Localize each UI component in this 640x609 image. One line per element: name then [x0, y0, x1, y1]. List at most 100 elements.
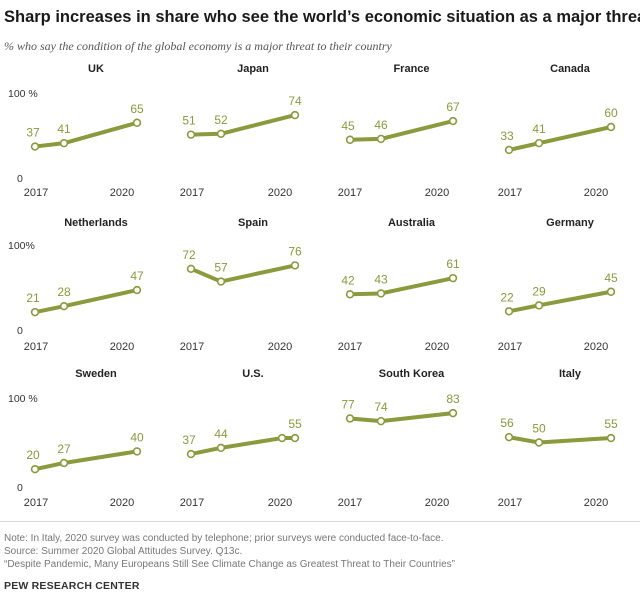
- data-point: [30, 142, 40, 151]
- data-point: [132, 285, 142, 295]
- x-tick-label: 2020: [584, 497, 608, 509]
- series-line: [349, 119, 454, 142]
- data-label: 44: [214, 427, 228, 441]
- data-point: [448, 408, 458, 418]
- data-point: [132, 118, 142, 127]
- data-point: [216, 129, 226, 139]
- x-tick-label: 2017: [180, 497, 204, 509]
- x-tick-label: 2020: [584, 341, 608, 353]
- data-point: [59, 302, 69, 311]
- data-label: 61: [446, 257, 460, 271]
- series-line: [190, 113, 296, 137]
- x-tick-label: 2017: [338, 497, 362, 509]
- series-line: [190, 263, 296, 284]
- series-line: [508, 125, 612, 152]
- data-label: 74: [374, 400, 388, 414]
- x-tick-label: 2017: [180, 341, 204, 353]
- footer-report-title: “Despite Pandemic, Many Europeans Still …: [4, 559, 455, 570]
- series-line: [508, 435, 612, 445]
- data-point: [290, 261, 300, 270]
- panel-title: U.S.: [242, 368, 263, 380]
- data-label: 37: [182, 433, 196, 447]
- series-line: [349, 411, 454, 424]
- x-tick-label: 2017: [338, 187, 362, 199]
- x-tick-label: 2017: [498, 497, 522, 509]
- data-label: 40: [130, 430, 144, 444]
- y-tick-label: 0: [17, 482, 23, 494]
- data-label: 77: [341, 397, 355, 411]
- y-tick-label: 100%: [8, 240, 35, 252]
- data-label: 47: [130, 269, 144, 283]
- data-label: 83: [446, 392, 460, 406]
- series-line: [34, 120, 138, 149]
- data-label: 27: [57, 442, 71, 456]
- series-line: [34, 288, 138, 315]
- panel-title: Germany: [546, 217, 595, 229]
- panel-title: Netherlands: [64, 217, 128, 229]
- data-point: [186, 449, 196, 459]
- data-label: 43: [374, 272, 388, 286]
- data-point: [448, 273, 458, 283]
- panel-title: UK: [88, 63, 104, 75]
- series-line: [190, 436, 295, 457]
- data-point: [132, 447, 142, 456]
- brand-logo-text: PEW RESEARCH CENTER: [4, 580, 140, 592]
- data-point: [186, 130, 196, 139]
- x-tick-label: 2017: [24, 341, 48, 353]
- data-point: [606, 287, 616, 296]
- footer-source: Source: Summer 2020 Global Attitudes Sur…: [4, 546, 243, 557]
- data-label: 65: [130, 102, 144, 116]
- data-label: 45: [341, 119, 355, 133]
- data-label: 50: [532, 422, 546, 436]
- chart-subtitle: % who say the condition of the global ec…: [4, 39, 392, 53]
- data-label: 56: [500, 416, 514, 430]
- y-tick-label: 100 %: [8, 88, 38, 100]
- data-label: 57: [214, 261, 228, 275]
- data-point: [448, 116, 458, 126]
- data-label: 37: [26, 126, 40, 140]
- panel-title: Canada: [550, 63, 591, 75]
- data-point: [345, 135, 355, 144]
- panel-title: Australia: [388, 217, 436, 229]
- chart-title: Sharp increases in share who see the wor…: [4, 8, 640, 26]
- footer-divider: [0, 521, 640, 522]
- data-point: [504, 432, 514, 442]
- data-label: 33: [500, 129, 514, 143]
- x-tick-label: 2020: [110, 497, 134, 509]
- data-label: 72: [182, 248, 196, 262]
- x-tick-label: 2020: [110, 187, 134, 199]
- data-label: 21: [26, 291, 40, 305]
- x-tick-label: 2017: [498, 187, 522, 199]
- data-label: 51: [182, 114, 196, 128]
- data-point: [534, 301, 544, 310]
- y-tick-label: 0: [17, 325, 23, 337]
- data-point: [186, 264, 196, 273]
- data-label: 28: [57, 285, 71, 299]
- panel-title: South Korea: [379, 368, 445, 380]
- x-tick-label: 2020: [425, 497, 449, 509]
- data-label: 29: [532, 284, 546, 298]
- x-tick-label: 2017: [338, 341, 362, 353]
- data-point: [376, 289, 386, 298]
- x-tick-label: 2017: [498, 341, 522, 353]
- x-tick-label: 2020: [425, 341, 449, 353]
- x-tick-label: 2017: [24, 497, 48, 509]
- data-point: [290, 433, 300, 443]
- data-point: [504, 307, 514, 316]
- series-line: [34, 449, 138, 472]
- data-point: [216, 443, 226, 453]
- data-label: 60: [604, 106, 618, 120]
- data-label: 41: [532, 122, 546, 136]
- data-label: 41: [57, 122, 71, 136]
- x-tick-label: 2017: [180, 187, 204, 199]
- data-label: 42: [341, 273, 355, 287]
- data-point: [606, 433, 616, 443]
- data-label: 67: [446, 100, 460, 114]
- data-point: [504, 145, 514, 155]
- data-point: [59, 458, 69, 468]
- data-point: [59, 138, 69, 148]
- data-point: [534, 438, 544, 447]
- series-line: [508, 289, 612, 314]
- panel-title: Spain: [238, 217, 268, 229]
